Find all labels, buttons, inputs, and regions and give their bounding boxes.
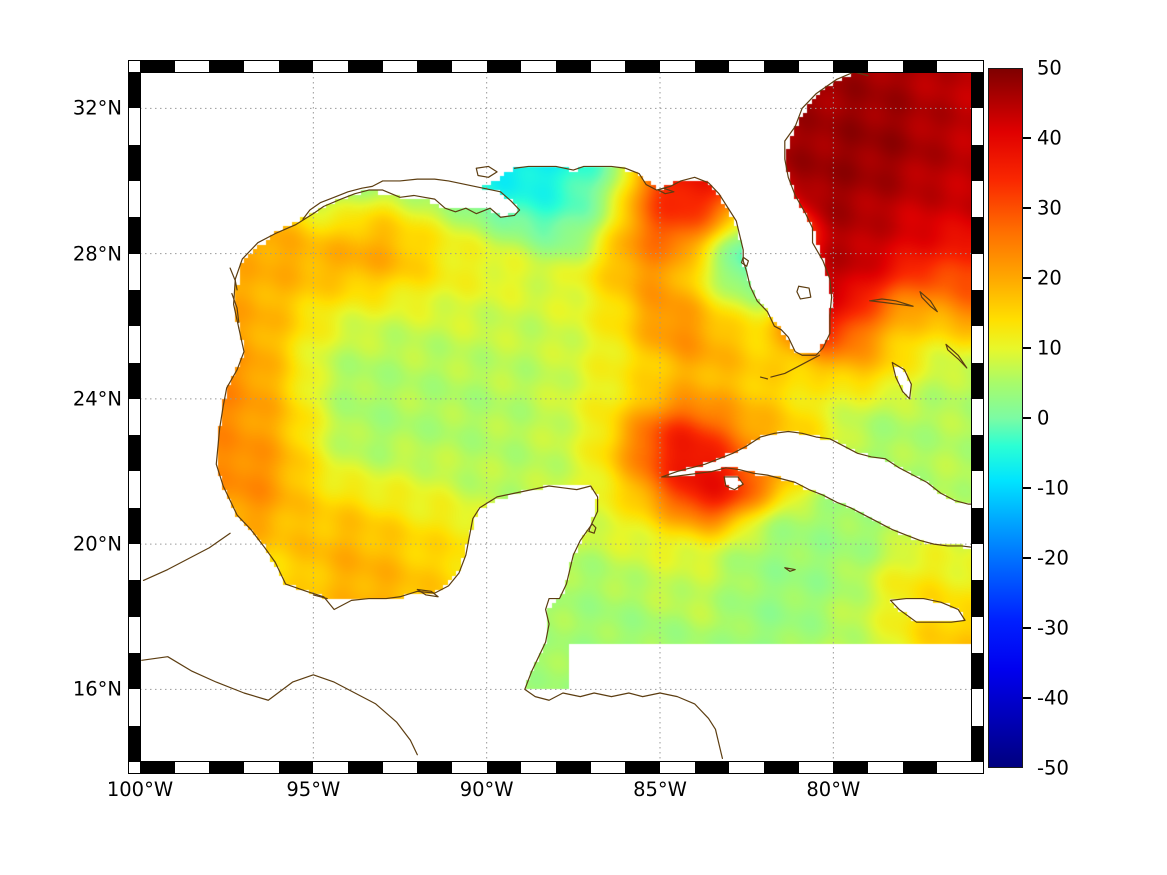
colorbar-tick-label: 10: [1037, 336, 1062, 360]
colorbar-tick: [1023, 627, 1031, 629]
coastline-cozumel: [588, 523, 597, 534]
colorbar-tick: [1023, 347, 1031, 349]
x-tick-label: 85°W: [633, 778, 687, 801]
x-tick-label: 90°W: [459, 778, 514, 801]
x-tick-label: 80°W: [806, 778, 861, 801]
coastline-terminos: [416, 588, 439, 598]
y-tick-label: 20°N: [72, 532, 122, 556]
coastline-usa-gulf: [232, 178, 521, 329]
colorbar-tick-label: 20: [1037, 266, 1062, 290]
coastline-small-key1: [759, 376, 769, 380]
coastline-mx-inland2: [141, 656, 418, 756]
coastline-usa-gulf-e: [513, 72, 855, 356]
coastline-small-mx1: [312, 594, 328, 600]
y-tick-label: 28°N: [72, 241, 122, 265]
colorbar-tick-label: 50: [1037, 56, 1062, 80]
colorbar-tick-label: -20: [1037, 546, 1069, 570]
y-tick-label: 16°N: [72, 677, 122, 701]
coastline-isla-juventud: [723, 476, 744, 491]
colorbar-tick-label: -30: [1037, 616, 1069, 640]
y-tick-label: 32°N: [72, 96, 122, 120]
colorbar-gradient: [988, 68, 1023, 768]
y-tick-label: 24°N: [72, 387, 122, 411]
colorbar-tick-label: 0: [1037, 406, 1050, 430]
coastline-andros: [891, 361, 912, 400]
colorbar-tick-label: 30: [1037, 196, 1062, 220]
colorbar-tick: [1023, 137, 1031, 139]
x-tick-label: 95°W: [286, 778, 341, 801]
coastline-eleuthera: [945, 343, 968, 369]
coastline-lake-pont: [475, 165, 498, 178]
coastline-okeechobee: [796, 285, 812, 300]
colorbar-tick-label: -50: [1037, 756, 1069, 780]
coastline-cuba: [661, 430, 972, 548]
coastline-jamaica: [889, 597, 966, 623]
coastline-lagoon-tx2: [229, 267, 238, 291]
coastline-lagoon-tx: [231, 292, 240, 324]
coastline-grand-bahama: [869, 298, 914, 307]
gridlines: [140, 72, 972, 762]
colorbar-tick: [1023, 487, 1031, 489]
colorbar: [988, 68, 1023, 768]
colorbar-tick-label: -10: [1037, 476, 1069, 500]
coastline-cayman: [784, 567, 796, 572]
coastline-tampa-bay: [740, 256, 750, 267]
coastline-mx-inland1: [142, 532, 231, 582]
colorbar-tick-label: 40: [1037, 126, 1062, 150]
coastline-apalach: [657, 187, 675, 195]
colorbar-tick-label: -40: [1037, 686, 1069, 710]
coastline-abaco: [919, 291, 938, 313]
colorbar-tick: [1023, 277, 1031, 279]
coastline-florida-keys: [770, 354, 821, 378]
coastline-mexico-e: [215, 327, 724, 759]
colorbar-tick: [1023, 207, 1031, 209]
colorbar-tick: [1023, 417, 1031, 419]
coastlines: [141, 72, 972, 759]
colorbar-tick: [1023, 697, 1031, 699]
colorbar-tick: [1023, 557, 1031, 559]
map-overlay: [140, 72, 972, 762]
x-tick-label: 100°W: [106, 778, 174, 801]
